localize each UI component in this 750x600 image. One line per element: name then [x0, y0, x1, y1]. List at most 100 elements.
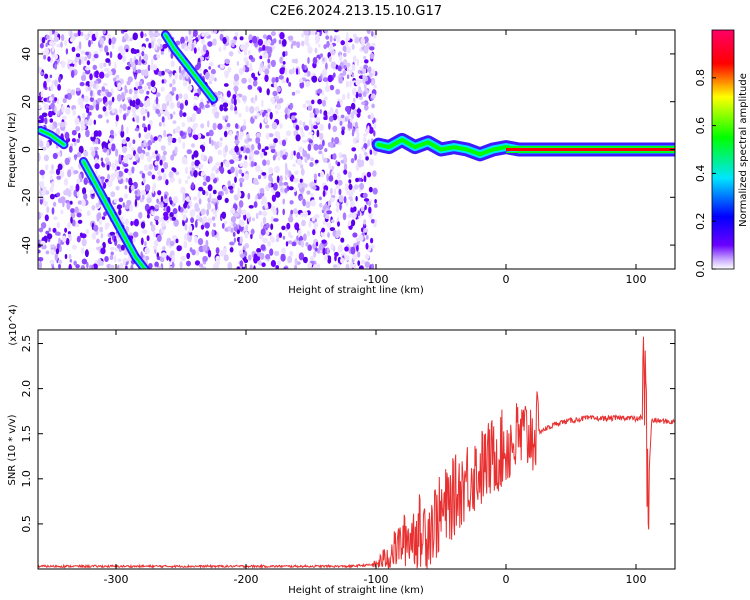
noise-speckle	[118, 208, 122, 216]
noise-speckle	[335, 201, 340, 208]
noise-speckle	[285, 130, 292, 137]
noise-speckle	[186, 260, 191, 267]
noise-speckle	[364, 104, 369, 111]
noise-speckle	[50, 84, 54, 92]
noise-speckle	[143, 53, 149, 62]
noise-speckle	[365, 80, 371, 85]
noise-speckle	[351, 64, 356, 72]
noise-speckle	[51, 41, 57, 46]
noise-speckle	[51, 207, 55, 215]
noise-speckle	[82, 187, 87, 195]
noise-speckle	[40, 71, 44, 76]
noise-speckle	[111, 96, 115, 103]
noise-speckle	[328, 175, 334, 182]
noise-speckle	[208, 156, 213, 164]
noise-speckle	[329, 141, 334, 149]
noise-speckle	[96, 212, 102, 220]
noise-speckle	[302, 210, 308, 218]
noise-speckle	[232, 153, 237, 161]
noise-speckle	[343, 196, 347, 204]
noise-speckle	[261, 99, 264, 108]
noise-speckle	[238, 154, 243, 159]
noise-speckle	[138, 80, 143, 87]
noise-speckle	[156, 234, 162, 242]
noise-speckle	[46, 34, 50, 40]
noise-speckle	[279, 56, 283, 64]
noise-speckle	[347, 108, 351, 115]
noise-speckle	[207, 201, 212, 210]
noise-speckle	[77, 30, 81, 37]
noise-speckle	[306, 230, 311, 237]
noise-speckle	[223, 45, 227, 51]
noise-speckle	[51, 181, 55, 188]
noise-speckle	[315, 116, 321, 123]
noise-speckle	[86, 107, 90, 114]
noise-speckle	[145, 184, 151, 192]
noise-speckle	[72, 108, 76, 116]
noise-speckle	[116, 204, 123, 210]
noise-speckle	[313, 250, 317, 258]
noise-speckle	[363, 136, 367, 143]
noise-speckle	[131, 99, 136, 108]
noise-speckle	[193, 170, 198, 178]
noise-speckle	[103, 147, 107, 153]
noise-speckle	[277, 156, 281, 161]
noise-speckle	[184, 223, 188, 231]
noise-speckle	[166, 237, 172, 243]
noise-speckle	[349, 69, 353, 75]
noise-speckle	[294, 264, 298, 269]
noise-speckle	[311, 99, 315, 105]
noise-speckle	[177, 136, 182, 144]
noise-speckle	[244, 66, 250, 73]
noise-speckle	[77, 219, 83, 224]
noise-speckle	[153, 136, 158, 141]
noise-speckle	[172, 120, 177, 124]
noise-speckle	[165, 94, 169, 103]
noise-speckle	[372, 170, 377, 177]
noise-speckle	[54, 79, 58, 87]
noise-speckle	[244, 155, 248, 160]
noise-speckle	[300, 126, 304, 135]
noise-speckle	[282, 51, 286, 58]
noise-speckle	[39, 140, 44, 148]
noise-speckle	[207, 41, 213, 47]
noise-speckle	[54, 253, 58, 262]
noise-speckle	[67, 189, 72, 198]
noise-speckle	[143, 126, 148, 133]
x-tick-label: -300	[104, 273, 129, 286]
noise-speckle	[313, 173, 318, 181]
noise-speckle	[209, 193, 212, 201]
noise-speckle	[334, 136, 340, 145]
noise-speckle	[253, 201, 258, 208]
noise-speckle	[171, 216, 176, 221]
noise-speckle	[279, 175, 283, 182]
noise-speckle	[306, 190, 311, 195]
noise-speckle	[249, 67, 253, 72]
noise-speckle	[368, 206, 372, 214]
noise-speckle	[354, 36, 360, 44]
noise-speckle	[253, 181, 260, 186]
noise-speckle	[51, 125, 55, 131]
noise-speckle	[249, 106, 255, 114]
noise-speckle	[357, 210, 361, 217]
noise-speckle	[174, 72, 178, 80]
noise-speckle	[134, 127, 140, 132]
noise-speckle	[261, 148, 266, 153]
noise-speckle	[302, 256, 308, 264]
noise-speckle	[214, 210, 217, 219]
noise-speckle	[364, 59, 369, 64]
noise-speckle	[219, 250, 225, 257]
noise-speckle	[81, 258, 88, 265]
noise-speckle	[230, 207, 236, 214]
noise-speckle	[76, 235, 81, 243]
noise-speckle	[256, 112, 260, 118]
noise-speckle	[115, 185, 120, 191]
noise-speckle	[298, 78, 304, 84]
noise-speckle	[107, 143, 112, 149]
noise-speckle	[187, 126, 192, 134]
noise-speckle	[182, 192, 186, 201]
noise-speckle	[363, 143, 368, 150]
noise-speckle	[238, 200, 244, 208]
noise-speckle	[228, 185, 234, 190]
noise-speckle	[50, 174, 53, 181]
